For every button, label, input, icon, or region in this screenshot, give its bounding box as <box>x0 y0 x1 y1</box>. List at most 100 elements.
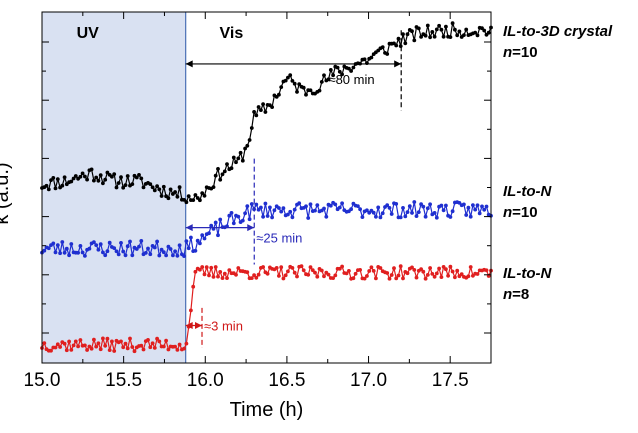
series-point-0 <box>231 155 236 160</box>
series-point-1 <box>128 239 132 244</box>
series-point-1 <box>389 212 394 216</box>
series-point-0 <box>295 90 299 94</box>
series-point-0 <box>137 173 141 177</box>
series-point-2 <box>441 265 446 269</box>
series-point-0 <box>322 73 326 78</box>
series-point-1 <box>123 253 128 258</box>
series-point-2 <box>428 266 432 270</box>
series-point-2 <box>220 276 225 280</box>
series-point-1 <box>139 239 144 243</box>
series-point-0 <box>337 69 342 74</box>
series-point-0 <box>263 110 268 114</box>
series-point-1 <box>42 248 47 253</box>
uv-shaded-region <box>42 12 186 363</box>
annotation-text: ≈80 min <box>328 72 374 87</box>
series-point-2 <box>110 339 114 344</box>
series-point-2 <box>414 275 419 280</box>
series-point-2 <box>83 343 87 348</box>
series-point-1 <box>414 214 419 219</box>
series-point-2 <box>310 268 315 273</box>
series-point-2 <box>252 273 256 277</box>
series-point-2 <box>450 269 455 274</box>
series-point-1 <box>119 241 123 245</box>
series-point-1 <box>218 217 223 222</box>
series-point-2 <box>211 275 216 279</box>
series-point-0 <box>141 185 146 190</box>
series-point-1 <box>236 214 241 219</box>
series-point-1 <box>477 211 482 216</box>
series-point-2 <box>184 341 189 346</box>
series-point-1 <box>473 207 478 212</box>
series-point-1 <box>83 254 87 258</box>
series-point-1 <box>229 211 234 215</box>
series-point-2 <box>146 338 150 342</box>
series-point-0 <box>89 167 94 172</box>
series-point-1 <box>94 243 99 248</box>
x-ticks: 15.0 15.5 16.0 16.5 17.0 17.5 <box>24 12 492 391</box>
series-point-0 <box>254 113 259 118</box>
series-point-0 <box>105 170 110 175</box>
series-point-1 <box>101 250 105 255</box>
series-point-2 <box>227 268 232 272</box>
series-point-2 <box>337 266 342 271</box>
series-point-1 <box>360 215 365 220</box>
series-point-2 <box>421 269 426 274</box>
series-point-1 <box>62 250 67 255</box>
series-point-1 <box>328 203 333 208</box>
series-point-2 <box>222 271 227 276</box>
series-point-0 <box>349 69 353 73</box>
series-n-value: =10 <box>512 204 537 221</box>
series-point-0 <box>423 33 428 38</box>
series-point-1 <box>112 246 117 251</box>
series-point-1 <box>146 246 150 251</box>
series-point-2 <box>398 264 403 269</box>
series-point-2 <box>290 266 295 270</box>
series-point-2 <box>333 273 338 278</box>
series-point-2 <box>49 348 53 353</box>
series-point-0 <box>229 166 234 171</box>
series-point-1 <box>450 209 455 214</box>
series-point-1 <box>376 205 381 210</box>
series-point-2 <box>125 346 130 351</box>
series-point-0 <box>175 194 180 199</box>
series-point-0 <box>114 185 119 190</box>
series-point-1 <box>308 202 313 207</box>
series-point-0 <box>245 143 250 148</box>
series-point-1 <box>265 214 270 218</box>
series-point-0 <box>218 177 223 182</box>
series-point-0 <box>216 167 220 171</box>
series-point-0 <box>173 190 178 194</box>
series-point-2 <box>249 276 254 280</box>
series-point-1 <box>412 200 417 204</box>
series-point-2 <box>64 348 69 353</box>
series-point-2 <box>367 269 372 273</box>
series-point-2 <box>200 265 205 269</box>
series-point-2 <box>166 347 171 352</box>
series-point-2 <box>218 270 223 274</box>
series-point-0 <box>211 185 216 190</box>
series-point-1 <box>105 249 110 254</box>
series-point-0 <box>455 33 460 38</box>
series-point-1 <box>173 249 178 254</box>
series-point-1 <box>444 203 448 208</box>
series-point-2 <box>331 276 335 280</box>
series-point-0 <box>222 169 227 174</box>
series-point-0 <box>292 81 297 86</box>
series-point-0 <box>486 30 491 35</box>
series-point-0 <box>297 82 302 86</box>
series-point-2 <box>96 341 101 346</box>
series-point-0 <box>405 32 410 37</box>
series-point-0 <box>238 150 243 155</box>
series-point-1 <box>484 204 489 209</box>
series-point-1 <box>116 252 121 257</box>
series-point-1 <box>80 250 85 255</box>
series-point-2 <box>475 272 480 276</box>
series-point-2 <box>141 347 146 352</box>
series-point-2 <box>101 336 105 341</box>
series-point-0 <box>425 23 430 28</box>
series-point-1 <box>356 204 360 209</box>
series-point-2 <box>234 272 238 277</box>
series-point-1 <box>53 250 58 255</box>
series-point-1 <box>161 250 166 255</box>
series-point-2 <box>191 284 196 289</box>
